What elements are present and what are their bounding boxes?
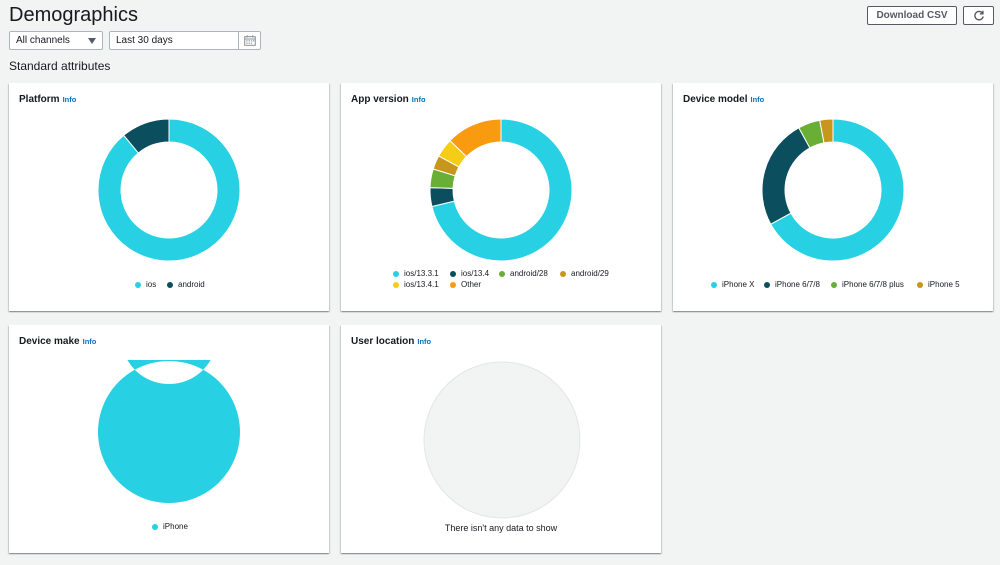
card-title: Device model Info	[683, 94, 765, 105]
legend-item[interactable]: iPhone	[152, 522, 188, 531]
legend-item[interactable]: iPhone X	[711, 280, 754, 289]
legend-label: ios/13.4.1	[404, 280, 439, 289]
platform-card: Platform Info ios android	[9, 83, 329, 311]
download-csv-button[interactable]: Download CSV	[867, 6, 957, 25]
section-title: Standard attributes	[9, 59, 111, 73]
empty-state-message: There isn't any data to show	[444, 523, 558, 533]
date-range-value: Last 30 days	[116, 35, 173, 46]
slice-ios-13-3-1[interactable]	[431, 118, 573, 262]
legend-label: android/29	[571, 269, 609, 278]
slice-ios[interactable]	[97, 118, 241, 262]
device-model-card: Device model Info iPhone X iPhone 6/7/8 iPh…	[673, 83, 993, 311]
legend-item[interactable]: iPhone 6/7/8 plus	[831, 280, 904, 289]
legend-label: iPhone X	[722, 280, 755, 289]
card-title: App version Info	[351, 94, 426, 105]
slice-iphone-5[interactable]	[819, 118, 834, 144]
legend-item[interactable]: Other	[450, 280, 481, 289]
platform-donut-chart	[97, 118, 241, 262]
legend-label: iPhone 5	[928, 280, 960, 289]
card-title: User location Info	[351, 336, 432, 347]
legend-item[interactable]: android/28	[499, 269, 548, 278]
info-link[interactable]: Info	[750, 95, 765, 104]
legend-label: iPhone	[163, 522, 188, 531]
legend-label: android	[178, 280, 205, 289]
legend-swatch	[499, 270, 505, 277]
channel-select[interactable]: All channels	[9, 31, 103, 50]
calendar-icon	[243, 35, 256, 46]
legend-swatch	[917, 281, 923, 288]
card-title: Platform Info	[19, 94, 77, 105]
slice-iphone[interactable]	[97, 360, 240, 503]
legend-swatch	[393, 270, 399, 277]
slice-other[interactable]	[449, 118, 502, 158]
legend-label: ios	[146, 280, 157, 289]
legend-item[interactable]: ios/13.4.1	[393, 280, 439, 289]
device-make-donut-chart	[97, 360, 240, 503]
legend-label: iPhone 6/7/8 plus	[842, 280, 904, 289]
user-location-card: User location Info There isn't any data t…	[341, 325, 661, 553]
app-version-card: App version Info ios/13.3.1 ios/13.4 androi…	[341, 83, 661, 311]
device-model-donut-chart	[761, 118, 905, 262]
legend-item[interactable]: ios	[135, 280, 156, 289]
legend-swatch	[393, 281, 399, 288]
legend-swatch	[831, 281, 837, 288]
card-title: Device make Info	[19, 336, 97, 347]
legend-label: iPhone 6/7/8	[775, 280, 820, 289]
legend-item[interactable]: iPhone 6/7/8	[764, 280, 820, 289]
legend-swatch	[711, 281, 717, 288]
legend-item[interactable]: iPhone 5	[917, 280, 960, 289]
refresh-icon	[973, 10, 984, 20]
legend-item[interactable]: android/29	[560, 269, 609, 278]
app-version-donut-chart	[429, 118, 573, 262]
legend-label: ios/13.3.1	[404, 269, 439, 278]
legend-label: android/28	[510, 269, 548, 278]
legend-swatch	[152, 523, 158, 530]
caret-down-icon	[88, 38, 96, 44]
legend-label: Other	[461, 280, 482, 289]
legend-swatch	[450, 270, 456, 277]
slice-android[interactable]	[123, 118, 170, 154]
legend-item[interactable]: ios/13.4	[450, 269, 489, 278]
device-make-card: Device make Info iPhone	[9, 325, 329, 553]
legend-swatch	[450, 281, 456, 288]
info-link[interactable]: Info	[82, 337, 97, 346]
calendar-button[interactable]	[238, 32, 260, 49]
slice-iphone-x[interactable]	[770, 118, 905, 262]
legend-item[interactable]: ios/13.3.1	[393, 269, 439, 278]
info-link[interactable]: Info	[417, 337, 432, 346]
legend-swatch	[764, 281, 770, 288]
channel-select-value: All channels	[16, 35, 70, 46]
info-link[interactable]: Info	[62, 95, 77, 104]
legend-swatch	[560, 270, 566, 277]
legend-item[interactable]: android	[167, 280, 205, 289]
refresh-button[interactable]	[963, 6, 994, 25]
page-title: Demographics	[9, 4, 138, 26]
legend-label: ios/13.4	[461, 269, 490, 278]
date-range-picker[interactable]: Last 30 days	[109, 31, 261, 50]
legend-swatch	[135, 281, 141, 288]
slice-iphone-6-7-8[interactable]	[761, 127, 811, 225]
empty-location-placeholder	[423, 361, 581, 519]
info-link[interactable]: Info	[411, 95, 426, 104]
legend-swatch	[167, 281, 173, 288]
